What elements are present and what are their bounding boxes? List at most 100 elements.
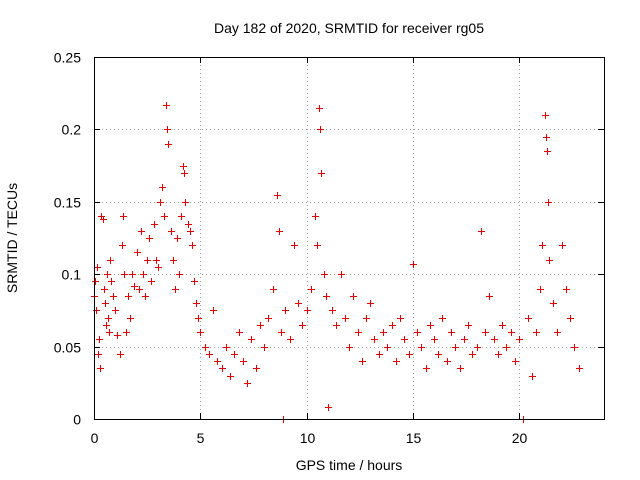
data-point (325, 404, 332, 411)
data-point (491, 336, 498, 343)
data-point (304, 307, 311, 314)
data-point (148, 278, 155, 285)
data-point (187, 228, 194, 235)
data-point (427, 322, 434, 329)
data-point (165, 141, 172, 148)
data-point (397, 315, 404, 322)
data-point (401, 336, 408, 343)
data-point (127, 315, 134, 322)
data-point (129, 271, 136, 278)
data-point (542, 112, 549, 119)
data-point (191, 278, 198, 285)
data-point (563, 286, 570, 293)
data-point (363, 315, 370, 322)
data-point (495, 351, 502, 358)
y-tick-label: 0.15 (54, 195, 81, 211)
data-point (533, 329, 540, 336)
data-point (104, 271, 111, 278)
y-tick-label: 0.05 (54, 340, 81, 356)
data-point (270, 286, 277, 293)
y-tick-label: 0.2 (62, 122, 82, 138)
data-point (219, 365, 226, 372)
data-point (189, 242, 196, 249)
data-point (431, 336, 438, 343)
data-point (355, 329, 362, 336)
data-point (261, 344, 268, 351)
data-point (318, 170, 325, 177)
data-point (276, 228, 283, 235)
data-point (439, 315, 446, 322)
data-point (312, 213, 319, 220)
data-point (112, 307, 119, 314)
data-point (546, 257, 553, 264)
data-point (202, 344, 209, 351)
data-point (550, 300, 557, 307)
data-point (346, 344, 353, 351)
data-point (543, 134, 550, 141)
data-point (559, 242, 566, 249)
y-tick-label: 0.1 (62, 267, 82, 283)
data-point (182, 199, 189, 206)
data-point (414, 329, 421, 336)
data-point (172, 286, 179, 293)
data-point (317, 126, 324, 133)
data-point (174, 235, 181, 242)
data-point (423, 365, 430, 372)
data-point (168, 228, 175, 235)
data-point (503, 344, 510, 351)
data-point (244, 380, 251, 387)
data-point (227, 373, 234, 380)
data-point (248, 336, 255, 343)
data-point (231, 351, 238, 358)
x-tick-label: 10 (300, 430, 316, 446)
data-point (107, 257, 114, 264)
data-point (338, 271, 345, 278)
data-point (181, 170, 188, 177)
data-point (197, 329, 204, 336)
data-point (465, 322, 472, 329)
data-point (159, 184, 166, 191)
data-point (278, 329, 285, 336)
data-point (95, 351, 102, 358)
x-tick-label: 0 (91, 430, 99, 446)
data-point (576, 365, 583, 372)
data-point (144, 257, 151, 264)
grid-lines (94, 57, 604, 419)
data-point (299, 322, 306, 329)
data-point (435, 351, 442, 358)
data-point (554, 329, 561, 336)
data-point (567, 315, 574, 322)
data-point (240, 358, 247, 365)
data-point (316, 105, 323, 112)
data-point (321, 271, 328, 278)
data-point (214, 358, 221, 365)
data-point (257, 322, 264, 329)
data-point (482, 329, 489, 336)
data-point (142, 293, 149, 300)
data-point (512, 358, 519, 365)
data-point (265, 315, 272, 322)
data-point (97, 365, 104, 372)
data-point (163, 102, 170, 109)
data-point (103, 322, 110, 329)
data-point (474, 344, 481, 351)
data-point (529, 373, 536, 380)
data-point (545, 199, 552, 206)
data-point (210, 307, 217, 314)
data-point (92, 278, 99, 285)
data-point (140, 271, 147, 278)
data-point (253, 365, 260, 372)
data-points (91, 102, 583, 423)
data-point (444, 358, 451, 365)
data-point (457, 365, 464, 372)
data-point (410, 261, 417, 268)
data-point (406, 351, 413, 358)
y-axis-label: SRMTID / TECUs (4, 183, 20, 293)
data-point (164, 126, 171, 133)
data-point (380, 329, 387, 336)
data-point (333, 322, 340, 329)
data-point (342, 315, 349, 322)
data-point (119, 242, 126, 249)
data-point (121, 271, 128, 278)
chart-title: Day 182 of 2020, SRMTID for receiver rg0… (214, 20, 484, 36)
